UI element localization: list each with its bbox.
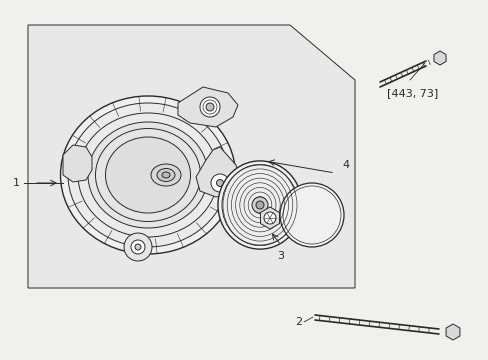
Polygon shape — [196, 147, 240, 197]
Polygon shape — [445, 324, 459, 340]
Ellipse shape — [88, 122, 207, 228]
Polygon shape — [260, 207, 279, 229]
Text: 3: 3 — [277, 251, 284, 261]
Circle shape — [256, 201, 264, 209]
Text: 1: 1 — [13, 178, 20, 188]
Circle shape — [131, 240, 145, 254]
Ellipse shape — [61, 96, 235, 254]
Circle shape — [251, 197, 267, 213]
Ellipse shape — [218, 161, 302, 249]
Circle shape — [124, 233, 152, 261]
Circle shape — [200, 97, 220, 117]
Circle shape — [135, 244, 141, 250]
Polygon shape — [178, 87, 238, 127]
Polygon shape — [433, 51, 445, 65]
Circle shape — [210, 174, 228, 192]
Text: 2: 2 — [294, 317, 302, 327]
Polygon shape — [63, 145, 92, 182]
Circle shape — [205, 103, 214, 111]
Polygon shape — [28, 25, 354, 288]
Text: 4: 4 — [341, 160, 348, 170]
Circle shape — [264, 212, 275, 224]
Text: [443, 73]: [443, 73] — [386, 88, 438, 98]
Ellipse shape — [151, 164, 181, 186]
Circle shape — [280, 183, 343, 247]
Circle shape — [216, 180, 223, 186]
Ellipse shape — [157, 168, 175, 181]
Ellipse shape — [68, 103, 227, 247]
Ellipse shape — [222, 165, 297, 245]
Ellipse shape — [105, 137, 190, 213]
Ellipse shape — [162, 172, 170, 178]
